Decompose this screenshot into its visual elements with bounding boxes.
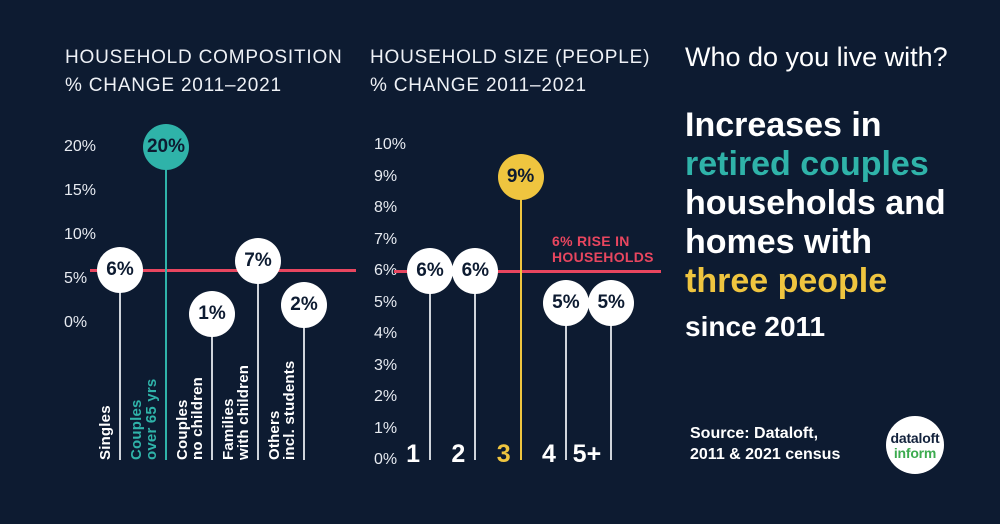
source-note: Source: Dataloft, 2011 & 2021 census [690, 423, 840, 465]
lollipop-stem [257, 261, 259, 460]
y-axis-label: 1% [374, 419, 398, 437]
statement: Increases in retired couples households an… [685, 106, 946, 345]
lollipop-circle: 5% [588, 279, 635, 326]
category-label: Couples no children [174, 376, 206, 460]
statement-line: homes with [685, 223, 873, 261]
reference-line-label: 6% RISE IN HOUSEHOLDS [552, 233, 654, 265]
reference-line [90, 268, 356, 272]
lollipop-circle: 6% [407, 248, 453, 294]
category-label: Singles [97, 405, 114, 460]
reference-line-label-line: 6% RISE IN [552, 233, 630, 249]
chart-title-line: HOUSEHOLD SIZE (PEOPLE) [370, 47, 651, 68]
y-axis-label: 6% [374, 262, 398, 279]
reference-line-label-line: HOUSEHOLDS [552, 249, 654, 265]
y-axis-label: 8% [374, 199, 398, 216]
lollipop-stem [303, 305, 305, 460]
y-axis-label: 0% [64, 314, 88, 331]
lollipop-stem [211, 314, 213, 460]
category-label-line: Couples [128, 399, 145, 460]
category-label: Families with children [220, 364, 252, 460]
y-axis-label: 2% [374, 388, 398, 405]
logo-text-inform: inform [893, 444, 937, 461]
y-axis-label: 9% [374, 167, 398, 185]
lollipop-circle: 6% [97, 247, 143, 294]
category-label: 1 [406, 440, 420, 468]
lollipop-circle: 6% [452, 248, 499, 294]
y-axis-label: 3% [374, 356, 398, 374]
y-axis-label: 4% [374, 325, 398, 342]
statement-line: three people [685, 262, 888, 300]
chart-title-line: HOUSEHOLD COMPOSITION [65, 47, 343, 68]
y-axis-label: 15% [64, 182, 97, 199]
category-label-line: Couples [174, 399, 191, 460]
dataloft-inform-logo: dataloft inform [886, 416, 944, 474]
category-label: 4 [541, 440, 556, 468]
headline: Who do you live with? [685, 42, 948, 72]
category-label-line: no children [189, 376, 206, 460]
statement-line: retired couples [685, 145, 929, 183]
statement-line: Increases in [685, 106, 882, 144]
lollipop-stem [474, 271, 477, 460]
category-label-line: Singles [97, 405, 114, 460]
lollipop-stem [119, 270, 121, 460]
y-axis-label: 10% [64, 226, 97, 243]
lollipop-circle: 5% [542, 279, 589, 326]
lollipop-stem [165, 147, 167, 460]
category-label-line: incl. students [281, 360, 298, 460]
y-axis-label: 0% [374, 451, 398, 468]
y-axis-label: 5% [64, 270, 88, 287]
category-label-line: over 65 yrs [143, 378, 160, 460]
lollipop-circle: 1% [189, 291, 235, 338]
y-axis-label: 7% [374, 230, 398, 248]
category-label: Couples over 65 yrs [128, 378, 160, 460]
category-label: Others incl. students [266, 360, 298, 460]
y-axis-label: 5% [374, 293, 398, 311]
lollipop-stem [429, 271, 431, 460]
category-label-line: Families [220, 398, 237, 460]
category-label-line: Others [266, 410, 283, 460]
lollipop-stem [610, 302, 613, 460]
logo-text-dataloft: dataloft [890, 429, 940, 446]
lollipop-circle: 7% [235, 238, 281, 285]
chart-title-line: % CHANGE 2011–2021 [370, 75, 587, 96]
chart-title-line: % CHANGE 2011–2021 [65, 75, 282, 96]
source-line-1: Source: Dataloft, [690, 425, 819, 442]
source-line-2: 2011 & 2021 census [690, 446, 841, 463]
right-panel: Who do you live with? Increases in retire… [685, 0, 985, 524]
statement-line: households and [685, 184, 946, 222]
lollipop-stem [519, 176, 522, 460]
lollipop-circle: 2% [281, 282, 327, 329]
category-label: 5+ [572, 440, 602, 468]
y-axis-label: 20% [64, 138, 97, 155]
category-label: 3 [496, 440, 511, 468]
category-label-line: with children [235, 364, 252, 460]
lollipop-stem [564, 302, 567, 460]
category-label: 2 [451, 440, 466, 468]
y-axis-label: 10% [374, 136, 407, 153]
lollipop-circle: 20% [143, 124, 189, 170]
statement-line: since 2011 [685, 311, 826, 342]
lollipop-circle: 9% [497, 153, 544, 200]
reference-line [394, 269, 661, 273]
